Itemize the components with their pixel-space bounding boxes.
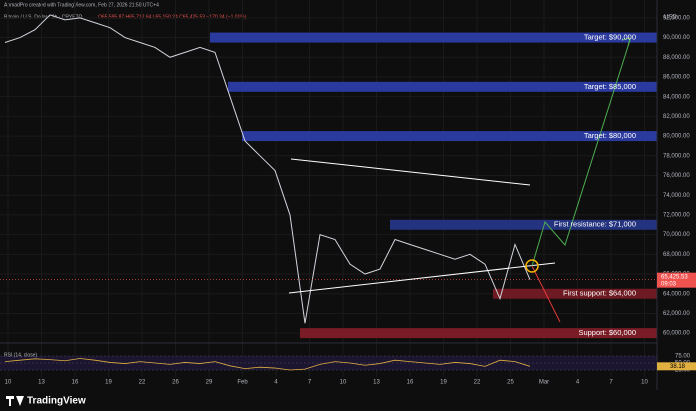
x-tick-label: 22 (139, 380, 146, 386)
level-label: Target: $80,000 (584, 131, 636, 140)
price-timer: 09:03 (661, 281, 677, 287)
rsi-tag (657, 362, 696, 371)
y-tick-label: 80,000.00 (663, 134, 690, 140)
arrow-head (621, 37, 631, 47)
y-tick-label: 64,000.00 (663, 291, 690, 297)
level-label: Target: $90,000 (584, 33, 636, 42)
y-tick-label: 68,000.00 (663, 252, 690, 258)
price-line (4, 14, 531, 324)
level-zone (390, 219, 657, 230)
ohlc: O65,595.87 H65,712.64 L65,150.24 C65,425… (98, 14, 247, 20)
level-label: Target: $85,000 (584, 82, 636, 91)
level-zone (493, 288, 657, 299)
y-tick-label: 62,000.00 (663, 311, 690, 317)
x-tick-label: Feb (237, 380, 248, 386)
rsi-line (4, 358, 531, 371)
currency: USD (664, 15, 677, 21)
x-tick-label: 26 (172, 380, 179, 386)
x-tick-label: 10 (641, 380, 648, 386)
rsi-tag-label: 38.18 (670, 364, 686, 370)
x-tick-label: 16 (407, 380, 414, 386)
y-tick-label: 86,000.00 (663, 75, 690, 81)
level-zone (300, 328, 657, 339)
symbol: Bitcoin / U.S. Dollar · 2h · CRYPTO (4, 14, 83, 20)
x-tick-label: Mar (539, 380, 549, 386)
y-tick-label: 60,000.00 (663, 331, 690, 337)
y-tick-label: 82,000.00 (663, 114, 690, 120)
level-label: First resistance: $71,000 (554, 220, 636, 229)
x-tick-label: 22 (474, 380, 481, 386)
brand: TradingView (27, 396, 86, 407)
x-tick-label: 7 (308, 380, 312, 386)
y-tick-label: 84,000.00 (663, 94, 690, 100)
y-tick-label: 72,000.00 (663, 212, 690, 218)
price-tag (657, 272, 696, 288)
x-tick-label: 19 (440, 380, 447, 386)
rsi-tick-label: 25.00 (675, 368, 691, 374)
y-tick-label: 90,000.00 (663, 35, 690, 41)
y-tick-label: 78,000.00 (663, 153, 690, 159)
x-tick-label: 25 (507, 380, 514, 386)
x-tick-label: 13 (38, 380, 45, 386)
y-tick-label: 88,000.00 (663, 55, 690, 61)
x-tick-label: 7 (609, 380, 613, 386)
footer-bar (0, 390, 696, 411)
rsi-tick-label: 75.00 (675, 354, 691, 360)
level-zone (210, 32, 657, 43)
x-tick-label: 4 (576, 380, 580, 386)
logo (6, 396, 24, 406)
y-tick-label: 76,000.00 (663, 173, 690, 179)
bear-projection (531, 265, 561, 323)
x-tick-label: 10 (340, 380, 347, 386)
price-tag-label: 65,425.53 (661, 274, 688, 280)
level-label: Support: $60,000 (578, 328, 636, 337)
y-tick-label: 70,000.00 (663, 232, 690, 238)
level-zone (242, 131, 657, 142)
y-tick-label: 92,000.00 (663, 15, 690, 21)
author-line: AhmadPro created with TradingView.com, F… (4, 2, 159, 8)
triangle-upper (290, 158, 531, 186)
x-tick-label: 10 (5, 380, 12, 386)
x-tick-label: 13 (373, 380, 380, 386)
level-zone (228, 81, 657, 92)
highlight-circle (525, 259, 539, 273)
triangle-lower (288, 262, 556, 294)
y-tick-label: 74,000.00 (663, 193, 690, 199)
bull-projection (531, 39, 631, 267)
x-tick-label: 4 (274, 380, 278, 386)
x-tick-label: 16 (72, 380, 79, 386)
rsi-title: RSI (14, close) (4, 352, 37, 358)
x-tick-label: 29 (206, 380, 213, 386)
level-label: First support: $64,000 (563, 289, 636, 298)
x-tick-label: 19 (105, 380, 112, 386)
